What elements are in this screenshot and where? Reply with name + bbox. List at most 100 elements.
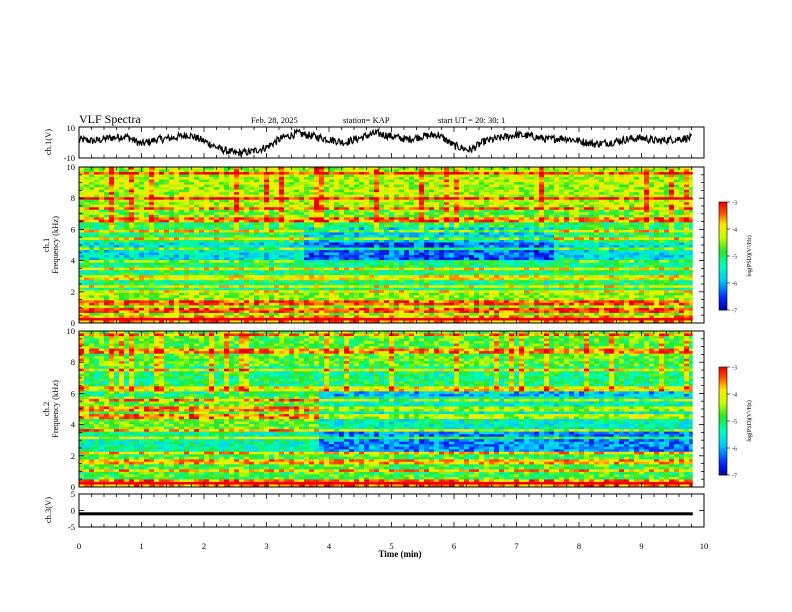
spectrogram-cell xyxy=(269,288,274,291)
spectrogram-cell xyxy=(89,202,94,205)
spectrogram-cell xyxy=(109,310,114,313)
spectrogram-cell xyxy=(169,170,174,173)
spectrogram-cell xyxy=(414,300,419,303)
spectrogram-cell xyxy=(409,275,414,278)
spectrogram-cell xyxy=(224,315,229,318)
spectrogram-cell xyxy=(419,175,424,178)
spectrogram-cell xyxy=(414,225,419,228)
spectrogram-cell xyxy=(284,245,289,248)
spectrogram-cell xyxy=(214,225,219,228)
spectrogram-cell xyxy=(229,175,234,178)
spectrogram-cell xyxy=(424,290,429,293)
spectrogram-cell xyxy=(254,298,259,301)
spectrogram-cell xyxy=(219,303,224,306)
spectrogram-cell xyxy=(414,235,419,238)
spectrogram-cell xyxy=(174,313,179,316)
spectrogram-cell xyxy=(99,202,104,205)
spectrogram-cell xyxy=(429,195,434,198)
spectrogram-cell xyxy=(394,313,399,316)
spectrogram-cell xyxy=(234,285,239,288)
spectrogram-cell xyxy=(414,293,419,296)
spectrogram-cell xyxy=(374,242,379,245)
spectrogram-cell xyxy=(424,185,429,188)
spectrogram-cell xyxy=(334,212,339,215)
spectrogram-cell xyxy=(259,172,264,175)
spectrogram-cell xyxy=(294,268,299,271)
spectrogram-cell xyxy=(179,192,184,195)
spectrogram-cell xyxy=(434,308,439,311)
spectrogram-cell xyxy=(99,227,104,230)
spectrogram-cell xyxy=(214,265,219,268)
spectrogram-cell xyxy=(334,285,339,288)
spectrogram-cell xyxy=(359,318,364,321)
spectrogram-cell xyxy=(79,280,84,283)
spectrogram-cell xyxy=(234,263,239,266)
spectrogram-cell xyxy=(304,220,309,223)
spectrogram-cell xyxy=(394,305,399,308)
spectrogram-cell xyxy=(214,212,219,215)
spectrogram-cell xyxy=(259,187,264,190)
spectrogram-cell xyxy=(424,270,429,273)
spectrogram-cell xyxy=(119,273,124,276)
spectrogram-cell xyxy=(414,185,419,188)
spectrogram-cell xyxy=(294,288,299,291)
spectrogram-cell xyxy=(299,220,304,223)
spectrogram-cell xyxy=(339,283,344,286)
spectrogram-cell xyxy=(334,205,339,208)
spectrogram-cell xyxy=(289,260,294,263)
spectrogram-cell xyxy=(189,260,194,263)
spectrogram-cell xyxy=(444,185,449,188)
spectrogram-cell xyxy=(364,293,369,296)
spectrogram-cell xyxy=(299,310,304,313)
spectrogram-cell xyxy=(409,190,414,193)
spectrogram-cell xyxy=(184,207,189,210)
spectrogram-cell xyxy=(274,195,279,198)
spectrogram-cell xyxy=(179,295,184,298)
spectrogram-cell xyxy=(224,180,229,183)
spectrogram-cell xyxy=(284,210,289,213)
spectrogram-cell xyxy=(229,285,234,288)
spectrogram-cell xyxy=(219,182,224,185)
spectrogram-cell xyxy=(94,200,99,203)
spectrogram-cell xyxy=(404,180,409,183)
spectrogram-cell xyxy=(259,185,264,188)
spectrogram-cell xyxy=(104,300,109,303)
spectrogram-cell xyxy=(354,210,359,213)
spectrogram-cell xyxy=(419,210,424,213)
spectrogram-cell xyxy=(364,285,369,288)
spectrogram-cell xyxy=(279,200,284,203)
spectrogram-cell xyxy=(369,210,374,213)
spectrogram-cell xyxy=(249,250,254,253)
spectrogram-cell xyxy=(124,202,129,205)
spectrogram-cell xyxy=(294,230,299,233)
spectrogram-cell xyxy=(214,260,219,263)
spectrogram-cell xyxy=(149,268,154,271)
spectrogram-cell xyxy=(174,293,179,296)
spectrogram-cell xyxy=(79,305,84,308)
spectrogram-cell xyxy=(454,265,459,268)
spectrogram-cell xyxy=(134,313,139,316)
spectrogram-cell xyxy=(134,255,139,258)
spectrogram-cell xyxy=(359,240,364,243)
spectrogram-cell xyxy=(404,182,409,185)
spectrogram-cell xyxy=(244,207,249,210)
spectrogram-cell xyxy=(454,318,459,321)
spectrogram-cell xyxy=(469,283,474,286)
spectrogram-cell xyxy=(119,265,124,268)
spectrogram-cell xyxy=(459,265,464,268)
spectrogram-cell xyxy=(314,298,319,301)
spectrogram-cell xyxy=(244,270,249,273)
spectrogram-cell xyxy=(234,192,239,195)
spectrogram-cell xyxy=(374,232,379,235)
spectrogram-cell xyxy=(319,290,324,293)
spectrogram-cell xyxy=(309,205,314,208)
spectrogram-cell xyxy=(339,285,344,288)
spectrogram-cell xyxy=(369,280,374,283)
spectrogram-cell xyxy=(184,225,189,228)
spectrogram-cell xyxy=(259,310,264,313)
spectrogram-cell xyxy=(389,268,394,271)
spectrogram-cell xyxy=(439,288,444,291)
spectrogram-cell xyxy=(389,253,394,256)
spectrogram-cell xyxy=(189,190,194,193)
spectrogram-cell xyxy=(309,187,314,190)
